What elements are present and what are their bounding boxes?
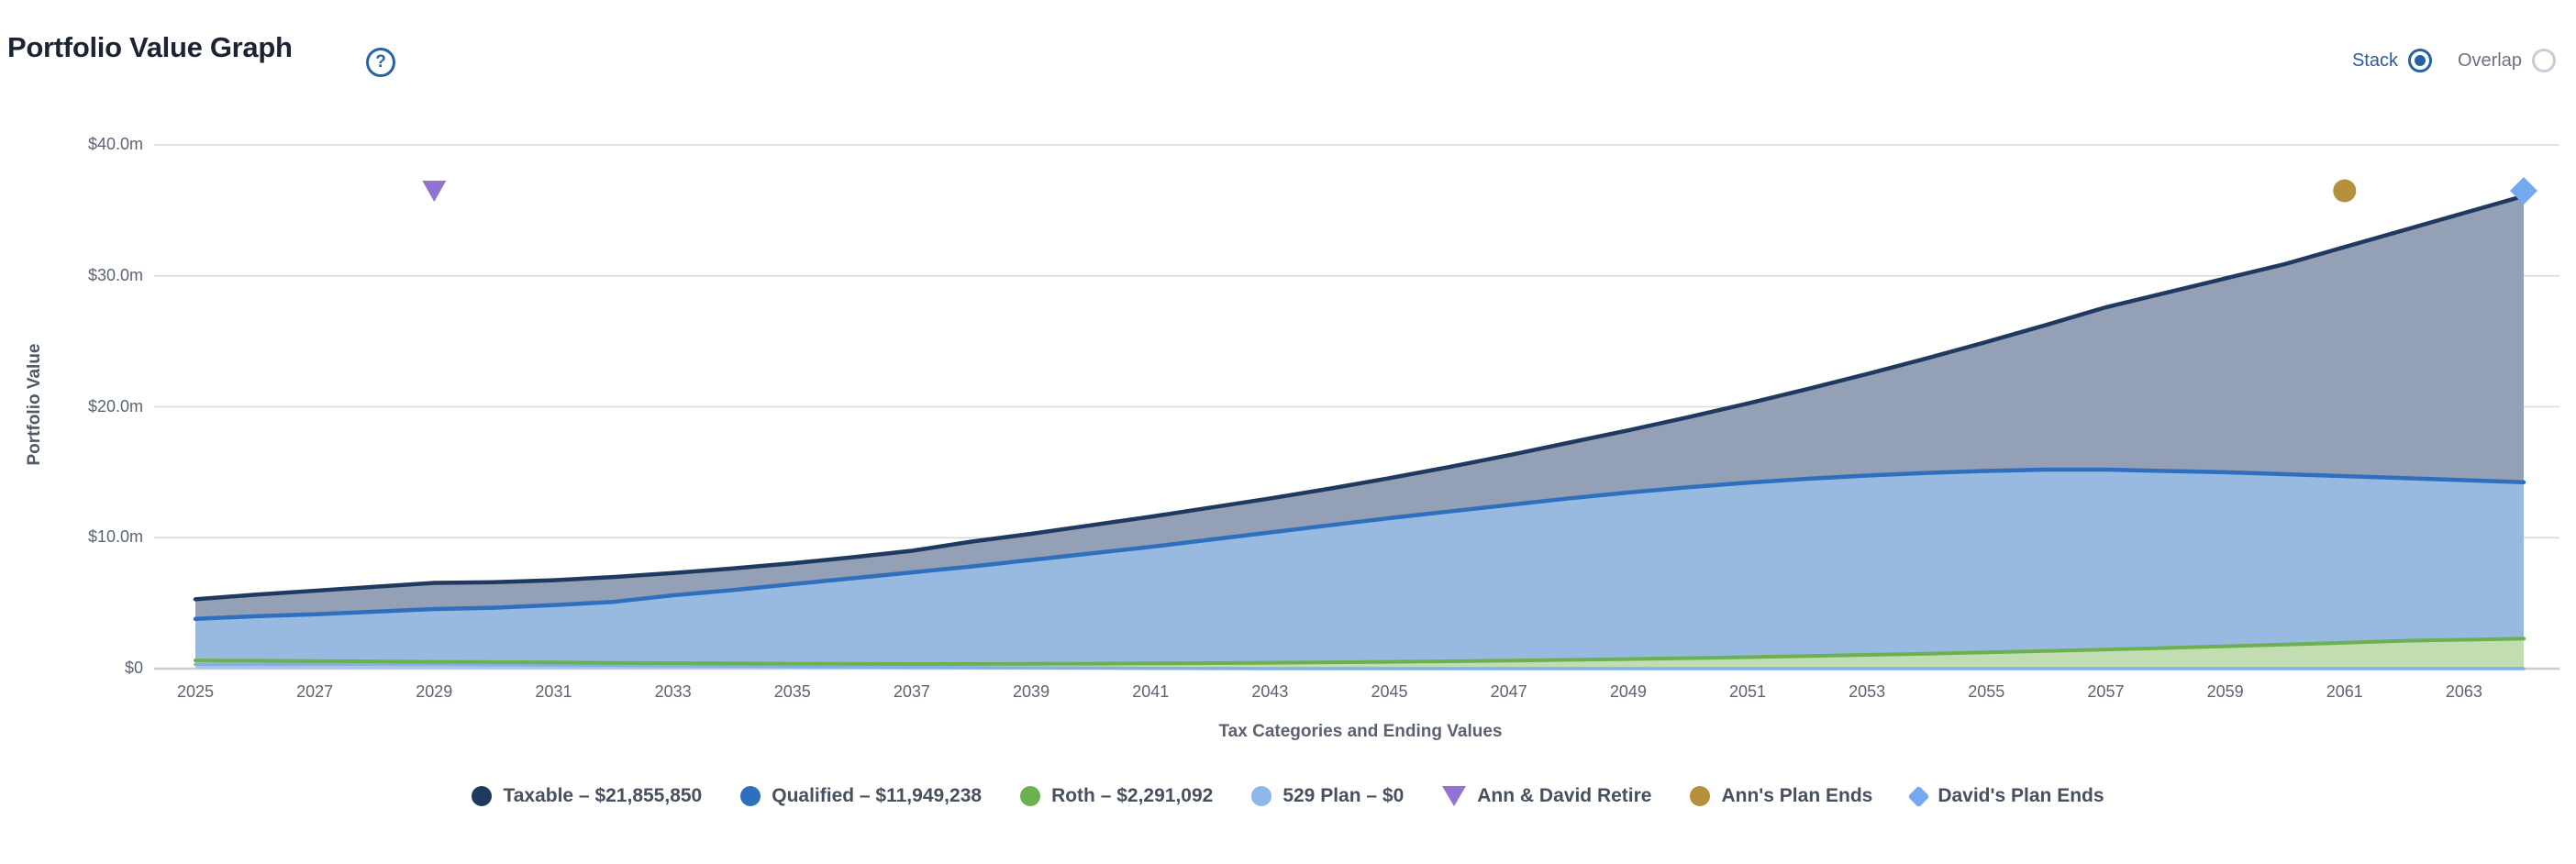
x-tick-label: 2031	[535, 682, 572, 701]
stack-option[interactable]: Stack	[2352, 49, 2432, 72]
legend-label: 529 Plan – $0	[1282, 785, 1405, 806]
chart-legend: Taxable – $21,855,850 Qualified – $11,949…	[0, 775, 2576, 817]
y-tick-label: $40.0m	[87, 135, 143, 153]
line-qualified	[193, 467, 2526, 622]
legend-item-ann-david-retire[interactable]: Ann & David Retire	[1442, 785, 1651, 807]
x-tick-label: 2043	[1251, 682, 1289, 701]
line-529-plan	[194, 662, 2526, 670]
x-tick-label: 2035	[773, 682, 811, 701]
legend-label: Roth – $2,291,092	[1051, 785, 1214, 806]
x-tick-label: 2049	[1609, 682, 1647, 701]
circle-icon	[1251, 786, 1272, 806]
circle-icon	[1020, 786, 1041, 806]
x-tick-label: 2045	[1371, 682, 1408, 701]
y-tick-label: $10.0m	[87, 527, 143, 547]
overlap-label: Overlap	[2457, 50, 2522, 71]
legend-label: Ann's Plan Ends	[1721, 785, 1873, 806]
legend-item-taxable[interactable]: Taxable – $21,855,850	[472, 785, 702, 807]
x-tick-label: 2025	[176, 682, 215, 701]
legend-item-ann-s-plan-ends[interactable]: Ann's Plan Ends	[1690, 785, 1872, 807]
area-taxable	[195, 195, 2524, 619]
stack-label: Stack	[2351, 50, 2398, 71]
circle-icon	[472, 786, 493, 806]
x-tick-label: 2051	[1728, 682, 1767, 701]
y-tick-label: $0	[124, 659, 143, 677]
marker-circle	[2333, 179, 2357, 203]
legend-label: Taxable – $21,855,850	[503, 785, 703, 806]
area-roth	[195, 638, 2524, 669]
legend-label: Ann & David Retire	[1477, 785, 1652, 806]
diamond-icon	[1907, 784, 1930, 808]
legend-item-david-s-plan-ends[interactable]: David's Plan Ends	[1907, 784, 2104, 808]
x-tick-label: 2057	[2087, 682, 2125, 701]
legend-item-roth[interactable]: Roth – $2,291,092	[1020, 785, 1213, 807]
x-tick-label: 2033	[654, 682, 692, 701]
x-tick-label: 2061	[2326, 682, 2363, 701]
x-tick-label: 2029	[416, 682, 453, 701]
x-tick-label: 2039	[1013, 682, 1050, 701]
line-roth	[194, 637, 2526, 666]
x-tick-label: 2059	[2206, 682, 2244, 701]
stack-radio[interactable]	[2407, 49, 2432, 72]
x-tick-label: 2047	[1490, 682, 1527, 701]
x-tick-label: 2037	[893, 682, 930, 701]
x-axis-title: Tax Categories and Ending Values	[1218, 722, 1503, 741]
legend-item-qualified[interactable]: Qualified – $11,949,238	[740, 785, 982, 807]
x-tick-label: 2027	[296, 682, 334, 701]
overlap-radio[interactable]	[2532, 49, 2556, 72]
chart-mode-controls: Stack Overlap	[2352, 49, 2556, 72]
line-taxable	[193, 194, 2526, 602]
y-tick-label: $30.0m	[87, 265, 143, 284]
legend-item-529-plan[interactable]: 529 Plan – $0	[1251, 785, 1404, 807]
overlap-option[interactable]: Overlap	[2458, 49, 2556, 72]
legend-label: Qualified – $11,949,238	[772, 785, 983, 806]
area-qualified	[195, 470, 2524, 664]
circle-icon	[1690, 786, 1711, 806]
x-tick-label: 2063	[2445, 682, 2482, 701]
x-tick-label: 2041	[1132, 682, 1170, 701]
circle-icon	[740, 786, 761, 806]
marker-triangle-down	[422, 181, 447, 202]
x-tick-label: 2053	[1849, 682, 1886, 701]
marker-diamond	[2510, 177, 2537, 205]
y-tick-label: $20.0m	[87, 396, 143, 415]
x-tick-label: 2055	[1968, 682, 2005, 701]
legend-label: David's Plan Ends	[1938, 785, 2104, 806]
triangle-down-icon	[1442, 786, 1467, 806]
page-title: Portfolio Value Graph	[7, 31, 293, 63]
help-icon[interactable]: ?	[366, 48, 395, 77]
